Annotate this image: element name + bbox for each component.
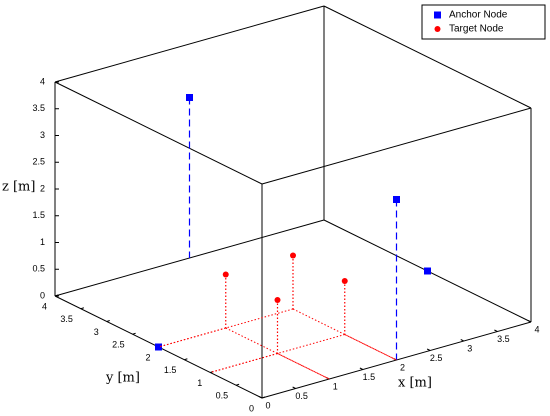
x-tick-label: 2.5	[430, 353, 443, 363]
z-tick-label: 3.5	[32, 103, 45, 113]
x-tick	[460, 339, 464, 342]
point	[424, 267, 431, 275]
y-tick-label: 3	[94, 327, 99, 337]
y-tick	[132, 332, 136, 335]
x-tick	[292, 386, 296, 389]
z-tick-label: 0	[40, 290, 45, 300]
box-edge	[261, 107, 532, 185]
point	[393, 196, 400, 203]
y-tick-label: 1.5	[164, 365, 177, 375]
x-tick-label: 2	[400, 362, 405, 372]
y-tick	[184, 358, 188, 361]
y-tick-label: 1	[197, 378, 202, 388]
point	[186, 94, 193, 101]
x-tick-label: 1	[333, 381, 338, 391]
y-tick	[235, 383, 240, 386]
point	[274, 297, 281, 303]
y-axis-label: y [m]	[105, 371, 140, 386]
box-edge	[54, 5, 325, 83]
y-tick	[106, 320, 110, 322]
legend-marker	[434, 11, 441, 19]
drop-line	[158, 327, 226, 348]
box-edge	[54, 81, 263, 185]
y-tick-label: 0	[249, 403, 254, 413]
x-tick	[258, 396, 263, 399]
legend-marker	[434, 26, 441, 32]
y-tick-label: 3.5	[60, 314, 73, 324]
drop-line	[277, 353, 330, 380]
y-tick-label: 2.5	[112, 340, 125, 350]
z-tick-label: 1	[40, 237, 45, 247]
z-tick-label: 2	[40, 183, 45, 193]
x-tick-label: 4	[534, 324, 539, 334]
x-tick-label: 0	[265, 400, 270, 410]
legend-box	[421, 4, 546, 40]
x-tick	[494, 329, 498, 332]
z-tick-label: 4	[40, 76, 45, 86]
point	[290, 252, 296, 259]
x-tick-label: 0.5	[295, 391, 308, 401]
z-tick-label: 3	[40, 130, 45, 140]
drop-line	[344, 334, 397, 361]
drop-line	[158, 308, 294, 348]
drop-line	[210, 334, 345, 373]
z-axis-label: z [m]	[2, 180, 35, 195]
x-axis-label: x [m]	[398, 376, 432, 391]
legend-label: Target Node	[449, 24, 504, 35]
box-edge	[323, 5, 532, 109]
x-tick	[527, 320, 532, 323]
point	[222, 271, 229, 278]
y-tick-label: 0.5	[216, 391, 229, 401]
z-tick-label: 2.5	[32, 157, 45, 167]
x-tick-label: 3.5	[497, 334, 510, 344]
x-tick-label: 3	[467, 343, 472, 353]
y-tick-label: 4	[42, 301, 47, 311]
x-tick-label: 1.5	[363, 372, 376, 382]
y-tick	[261, 396, 266, 399]
point	[155, 343, 162, 351]
z-tick-label: 0.5	[32, 264, 45, 274]
x-tick	[359, 367, 364, 370]
x-tick	[426, 348, 431, 351]
point	[341, 278, 348, 284]
y-tick	[80, 307, 85, 310]
z-tick-label: 1.5	[32, 210, 45, 220]
y-tick-label: 2	[145, 352, 150, 362]
drop-line	[210, 353, 278, 373]
legend-label: Anchor Node	[449, 10, 508, 21]
